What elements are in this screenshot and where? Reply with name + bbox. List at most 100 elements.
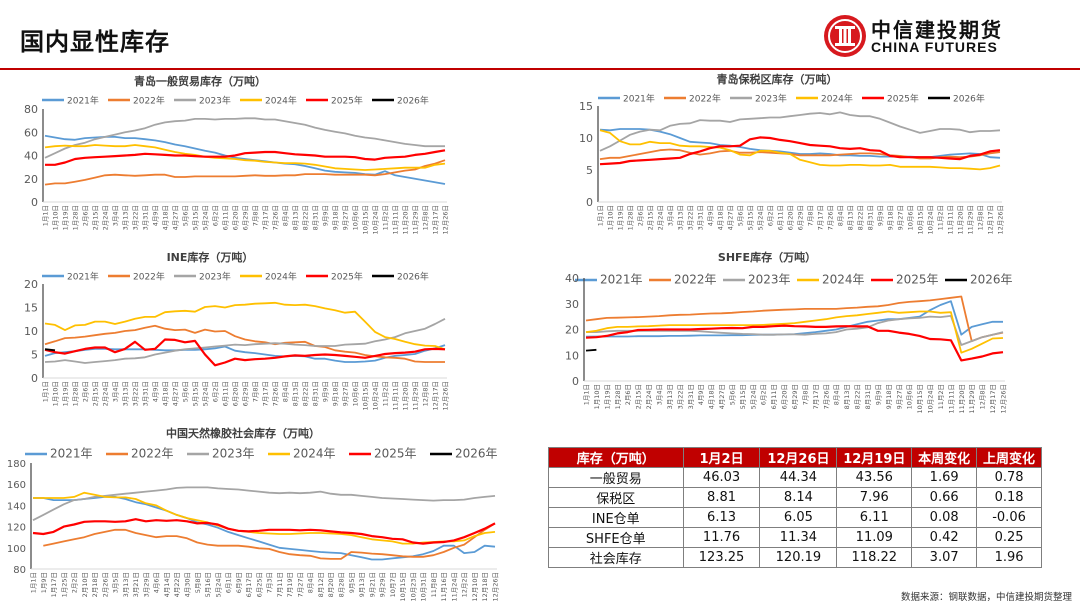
x-tick-label: 4月14日: [163, 572, 171, 597]
chart-title: SHFE库存（万吨）: [718, 250, 816, 264]
x-tick-label: 7月26日: [272, 381, 280, 406]
x-tick-label: 8月22日: [854, 384, 862, 409]
x-tick-label: 2月18日: [91, 572, 99, 597]
value-cell: 46.03: [682, 467, 761, 488]
series-line-2022: [585, 295, 1004, 342]
x-tick-label: 10月24日: [372, 381, 380, 411]
x-tick-label: 9月27日: [342, 205, 350, 230]
x-tick-label: 6月2日: [767, 205, 775, 226]
x-tick-label: 7月27日: [296, 572, 304, 597]
legend-label: 2026年: [397, 95, 429, 107]
value-cell: 120.19: [759, 547, 838, 568]
legend-label: 2024年: [822, 273, 865, 287]
x-tick-label: 11月11日: [947, 205, 955, 235]
series-line-2021: [44, 344, 446, 363]
x-tick-label: 11月11日: [392, 381, 400, 411]
series-line-2023: [44, 117, 445, 159]
x-tick-label: 3月4日: [655, 384, 663, 405]
value-cell: 1.69: [911, 467, 978, 488]
legend-label: 2024年: [265, 271, 297, 283]
x-tick-label: 9月5日: [348, 572, 356, 593]
series-line-2026: [585, 348, 597, 352]
value-cell: 0.25: [976, 527, 1042, 548]
x-tick-label: 9月9日: [322, 205, 330, 226]
x-tick-label: 9月27日: [342, 381, 350, 406]
x-tick-label: 1月10日: [52, 205, 60, 230]
x-tick-label: 6月29日: [791, 384, 799, 409]
y-tick-label: 80: [13, 565, 26, 576]
x-tick-label: 3月13日: [122, 572, 130, 597]
legend-label: 2023年: [199, 95, 231, 107]
x-tick-label: 2月26日: [101, 572, 109, 597]
value-cell: 11.76: [682, 527, 761, 548]
legend-label: 2025年: [374, 447, 417, 461]
x-tick-label: 1月28日: [614, 384, 622, 409]
x-tick-label: 7月8日: [252, 381, 260, 402]
x-tick-label: 10月6日: [907, 205, 915, 230]
x-tick-label: 3月31日: [687, 384, 695, 409]
x-tick-label: 5月8日: [194, 572, 202, 593]
x-tick-label: 12月26日: [492, 572, 500, 602]
y-tick-label: 15: [579, 100, 593, 113]
x-tick-label: 9月9日: [877, 205, 885, 226]
y-tick-label: 0: [31, 196, 38, 209]
x-tick-label: 4月27日: [172, 205, 180, 230]
legend-label: 2025年: [331, 95, 363, 107]
x-tick-label: 3月13日: [677, 205, 685, 230]
x-tick-label: 12月26日: [442, 381, 450, 411]
legend-label: 2023年: [212, 447, 255, 461]
x-tick-label: 9月21日: [368, 572, 376, 597]
x-tick-label: 6月11日: [222, 381, 230, 406]
row-label-cell: 一般贸易: [548, 467, 684, 488]
value-cell: 0.42: [911, 527, 978, 548]
x-tick-label: 2月6日: [82, 381, 90, 402]
x-tick-label: 12月18日: [481, 572, 489, 602]
row-label-cell: INE仓单: [548, 507, 684, 528]
legend-label: 2022年: [133, 95, 165, 107]
x-tick-label: 1月19日: [617, 205, 625, 230]
x-tick-label: 7月11日: [276, 572, 284, 597]
x-tick-label: 1月10日: [607, 205, 615, 230]
x-tick-label: 3月31日: [142, 381, 150, 406]
x-tick-label: 12月17日: [432, 381, 440, 411]
x-tick-label: 7月17日: [812, 384, 820, 409]
x-tick-label: 11月2日: [382, 381, 390, 406]
x-tick-label: 10月24日: [927, 384, 935, 414]
x-tick-label: 10月15日: [362, 381, 370, 411]
x-tick-label: 7月26日: [827, 205, 835, 230]
x-tick-label: 9月18日: [332, 381, 340, 406]
value-cell: 43.56: [836, 467, 913, 488]
y-tick-label: 80: [24, 103, 38, 116]
x-tick-label: 4月27日: [172, 381, 180, 406]
x-tick-label: 11月29日: [412, 205, 420, 235]
x-tick-label: 7月17日: [262, 381, 270, 406]
data-source-note: 数据来源：钢联数据，中信建投期货整理: [900, 592, 1072, 603]
x-tick-label: 11月2日: [937, 384, 945, 409]
y-tick-label: 15: [24, 302, 38, 315]
legend-label: 2023年: [755, 93, 787, 105]
x-tick-label: 6月20日: [787, 205, 795, 230]
x-tick-label: 6月20日: [232, 381, 240, 406]
x-tick-label: 4月18日: [717, 205, 725, 230]
legend-label: 2021年: [600, 273, 643, 287]
x-tick-label: 9月18日: [885, 384, 893, 409]
page-title: 国内显性库存: [20, 28, 170, 56]
x-tick-label: 9月27日: [895, 384, 903, 409]
x-tick-label: 4月9日: [697, 384, 705, 405]
chart-qingdao-general-trade: 青岛一般贸易库存（万吨）2021年 2022年 2023年 2024年 2025年 202…: [24, 74, 450, 235]
value-cell: 11.34: [759, 527, 838, 548]
x-tick-label: 11月11日: [947, 384, 955, 414]
x-tick-label: 9月29日: [379, 572, 387, 597]
y-tick-label: 120: [7, 523, 26, 534]
table-row: 社会库存 123.25 120.19 118.22 3.07 1.96: [548, 547, 1042, 568]
x-tick-label: 9月27日: [897, 205, 905, 230]
x-tick-label: 9月9日: [322, 381, 330, 402]
x-tick-label: 10月15日: [399, 572, 407, 602]
x-tick-label: 8月4日: [282, 205, 290, 226]
value-cell: 7.96: [836, 487, 913, 508]
legend-label: 2024年: [821, 93, 853, 105]
x-tick-label: 8月22日: [302, 381, 310, 406]
x-tick-label: 10月15日: [917, 205, 925, 235]
x-tick-label: 8月4日: [282, 381, 290, 402]
x-tick-label: 6月29日: [797, 205, 805, 230]
